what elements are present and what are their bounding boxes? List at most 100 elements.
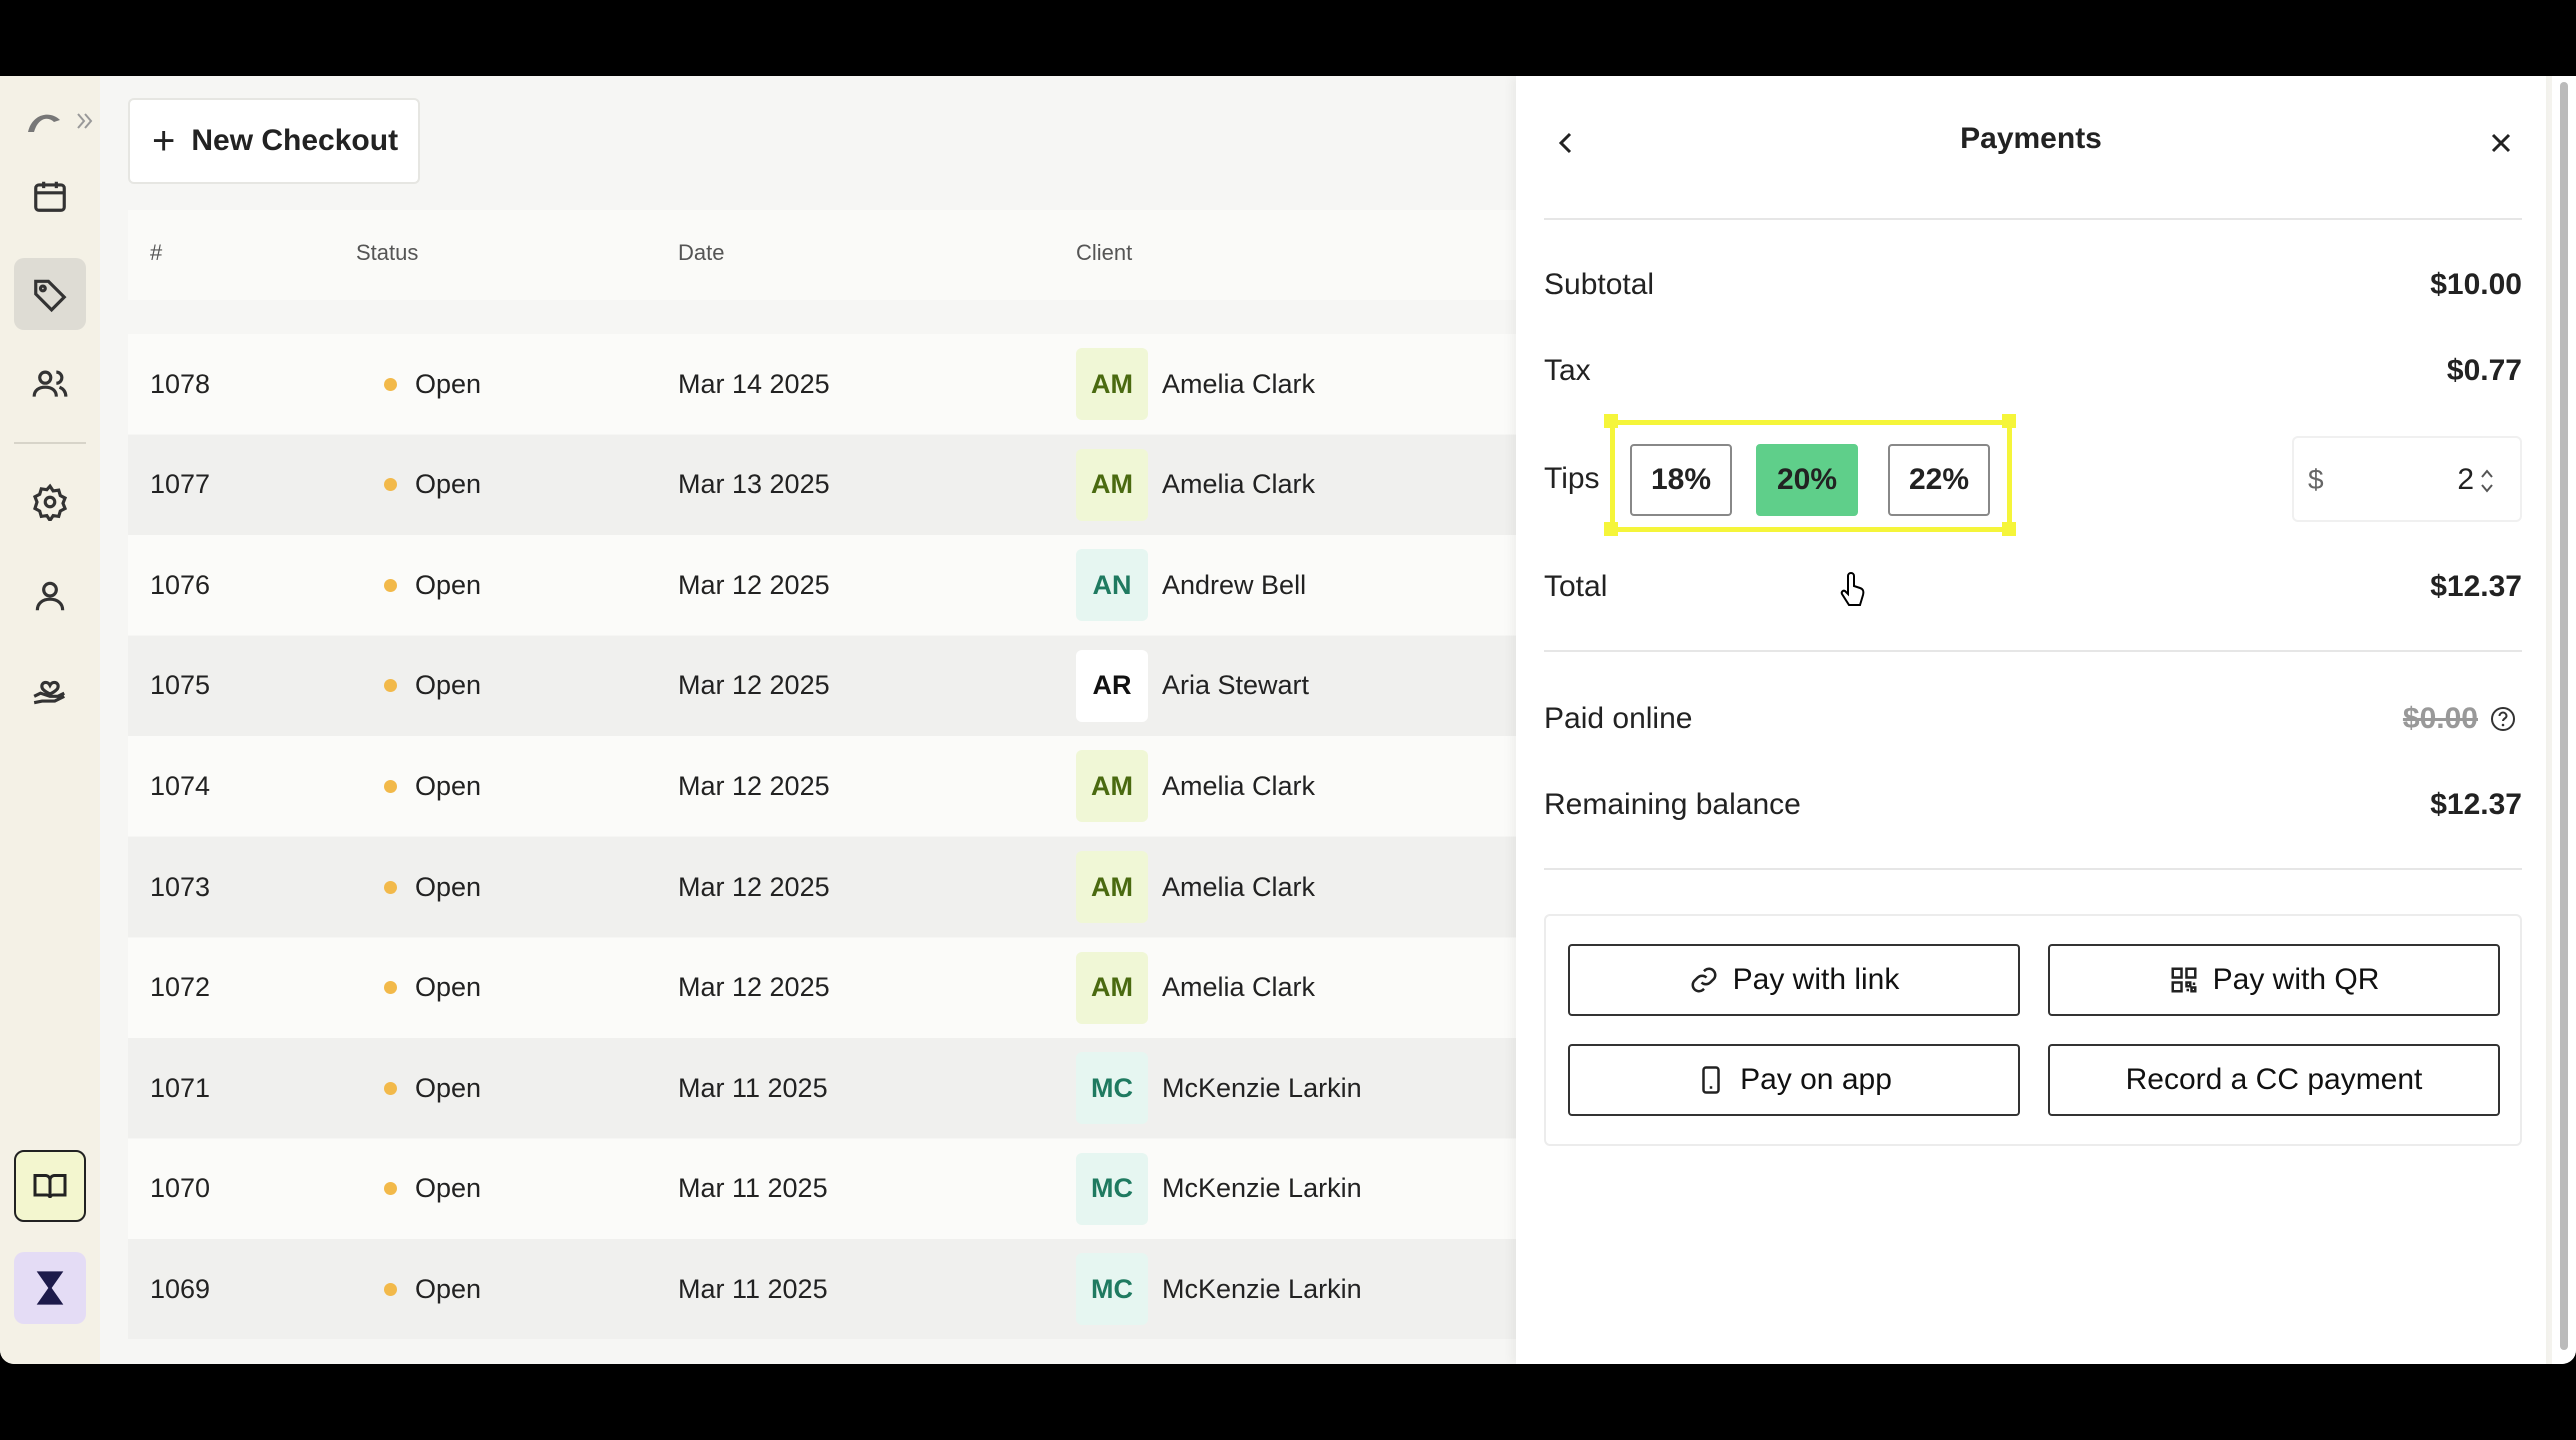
status-dot [384, 377, 397, 391]
row-client: MC McKenzie Larkin [1076, 1239, 1362, 1339]
row-client: AR Aria Stewart [1076, 636, 1309, 736]
status-text: Open [415, 569, 482, 600]
table-row[interactable]: 1069 Open Mar 11 2025 MC McKenzie Larkin [128, 1239, 1516, 1340]
book-icon [33, 1174, 67, 1199]
pay-with-link-button[interactable]: Pay with link [1568, 944, 2020, 1016]
highlight-corner [1604, 522, 1618, 536]
row-status: Open [384, 636, 481, 736]
header-status[interactable]: Status [356, 240, 419, 265]
client-name: Andrew Bell [1162, 569, 1307, 600]
table-row[interactable]: 1075 Open Mar 12 2025 AR Aria Stewart [128, 635, 1516, 736]
avatar: AN [1076, 549, 1148, 622]
sidebar-item-guide[interactable] [14, 1150, 86, 1222]
table-row[interactable]: 1073 Open Mar 12 2025 AM Amelia Clark [128, 837, 1516, 937]
avatar: AM [1076, 750, 1148, 823]
users-icon [32, 370, 68, 397]
row-status: Open [384, 837, 481, 937]
panel-title: Payments [1960, 122, 2102, 155]
plus-icon: + [152, 119, 176, 163]
row-status: Open [384, 938, 481, 1038]
header-number[interactable]: # [150, 240, 163, 265]
table-row[interactable]: 1070 Open Mar 11 2025 MC McKenzie Larkin [128, 1138, 1516, 1239]
record-cc-payment-label: Record a CC payment [2125, 1063, 2423, 1096]
row-status: Open [384, 535, 481, 635]
logo-icon [28, 114, 60, 132]
tip-22-button[interactable]: 22% [1888, 444, 1990, 516]
sidebar-item-checkout[interactable] [14, 258, 86, 330]
row-date: Mar 12 2025 [678, 670, 830, 701]
tax-label: Tax [1544, 354, 1591, 387]
sidebar-item-calendar[interactable] [14, 160, 86, 232]
header-date[interactable]: Date [678, 240, 725, 265]
table-row[interactable]: 1074 Open Mar 12 2025 AM Amelia Clark [128, 736, 1516, 837]
row-status: Open [384, 1038, 481, 1138]
row-status: Open [384, 736, 481, 836]
client-name: Amelia Clark [1162, 972, 1316, 1003]
pay-with-link-label: Pay with link [1732, 963, 1900, 996]
status-text: Open [415, 469, 482, 500]
status-text: Open [415, 972, 482, 1003]
gear-icon [32, 483, 68, 521]
remaining-balance-value: $12.37 [2430, 788, 2522, 821]
chevron-left-icon[interactable] [1552, 126, 1580, 160]
help-icon[interactable] [2488, 704, 2518, 734]
sidebar-item-profile[interactable] [14, 560, 86, 632]
row-number: 1072 [150, 972, 211, 1003]
avatar: MC [1076, 1152, 1148, 1225]
sidebar-item-settings[interactable] [14, 466, 86, 538]
row-client: MC McKenzie Larkin [1076, 1139, 1362, 1239]
new-checkout-button[interactable]: + New Checkout [128, 98, 420, 184]
status-text: Open [415, 770, 482, 801]
divider [1544, 868, 2522, 870]
row-date: Mar 11 2025 [678, 1273, 828, 1304]
row-status: Open [384, 1239, 481, 1339]
row-client: AM Amelia Clark [1076, 435, 1315, 535]
logo[interactable] [24, 106, 96, 136]
status-text: Open [415, 871, 482, 902]
close-icon[interactable] [2486, 128, 2516, 158]
tip-amount-input[interactable] [2344, 458, 2474, 502]
status-dot [384, 1282, 397, 1296]
sidebar-item-clients[interactable] [14, 348, 86, 420]
panel-scrollbar[interactable] [2552, 76, 2576, 1364]
expand-icon[interactable] [74, 110, 96, 132]
status-dot [384, 679, 397, 693]
status-dot [384, 478, 397, 492]
table-row[interactable]: 1072 Open Mar 12 2025 AM Amelia Clark [128, 937, 1516, 1038]
stepper-icon[interactable] [2478, 464, 2496, 498]
row-date: Mar 12 2025 [678, 972, 830, 1003]
status-dot [384, 1182, 397, 1196]
table-row[interactable]: 1076 Open Mar 12 2025 AN Andrew Bell [128, 535, 1516, 636]
row-number: 1073 [150, 871, 211, 902]
record-cc-payment-button[interactable]: Record a CC payment [2048, 1044, 2500, 1116]
sidebar-brand[interactable] [14, 1252, 86, 1324]
subtotal-label: Subtotal [1544, 268, 1655, 301]
tip-20-button[interactable]: 20% [1756, 444, 1858, 516]
status-text: Open [415, 1072, 482, 1103]
table-row[interactable]: 1077 Open Mar 13 2025 AM Amelia Clark [128, 434, 1516, 535]
total-value: $12.37 [2430, 570, 2522, 603]
divider [1544, 650, 2522, 652]
highlight-corner [1604, 414, 1618, 428]
row-date: Mar 11 2025 [678, 1072, 828, 1103]
pay-with-qr-button[interactable]: Pay with QR [2048, 944, 2500, 1016]
status-dot [384, 981, 397, 995]
row-number: 1077 [150, 469, 211, 500]
row-number: 1069 [150, 1273, 211, 1304]
tip-18-button[interactable]: 18% [1630, 444, 1732, 516]
row-client: AM Amelia Clark [1076, 938, 1315, 1038]
scrollbar-thumb[interactable] [2560, 82, 2568, 1350]
row-date: Mar 12 2025 [678, 770, 830, 801]
paid-online-value: $0.00 [2402, 702, 2478, 735]
row-date: Mar 13 2025 [678, 469, 830, 500]
client-name: Aria Stewart [1162, 670, 1310, 701]
table-row[interactable]: 1071 Open Mar 11 2025 MC McKenzie Larkin [128, 1038, 1516, 1139]
sidebar-item-services[interactable] [14, 654, 86, 726]
checkout-list-area: + New Checkout # Status Date Client 1078… [100, 76, 1516, 1364]
tips-highlight [1610, 420, 2012, 532]
header-client[interactable]: Client [1076, 240, 1133, 265]
table-row[interactable]: 1078 Open Mar 14 2025 AM Amelia Clark [128, 334, 1516, 434]
pay-on-app-button[interactable]: Pay on app [1568, 1044, 2020, 1116]
row-date: Mar 12 2025 [678, 871, 830, 902]
